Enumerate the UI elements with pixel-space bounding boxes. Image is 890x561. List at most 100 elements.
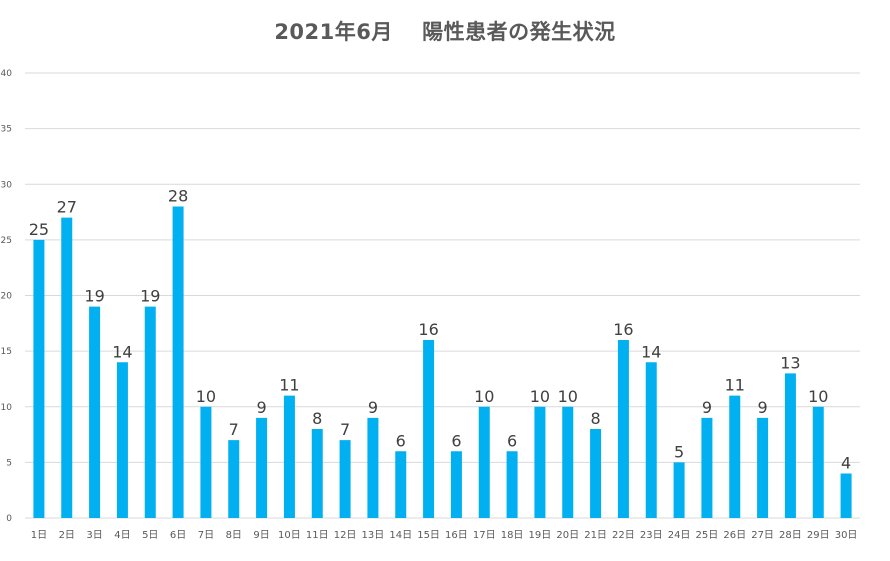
bar — [450, 451, 462, 518]
data-label: 10 — [558, 387, 578, 406]
data-label: 8 — [312, 409, 322, 428]
x-tick-label: 23日 — [640, 530, 663, 541]
data-label: 6 — [451, 431, 461, 450]
gridlines — [25, 72, 860, 519]
x-tick-label: 3日 — [86, 530, 102, 541]
data-label: 25 — [29, 220, 49, 239]
data-label: 10 — [530, 387, 550, 406]
x-tick-label: 2日 — [59, 530, 75, 541]
data-label: 16 — [418, 320, 438, 339]
x-tick-label: 10日 — [278, 530, 301, 541]
bar — [812, 406, 824, 518]
data-label: 19 — [140, 287, 160, 306]
data-label: 4 — [841, 454, 851, 473]
y-tick-label: 5 — [6, 458, 12, 468]
y-tick-label: 35 — [1, 125, 12, 135]
y-tick-label: 0 — [6, 514, 12, 524]
bar — [645, 362, 657, 518]
bar — [590, 429, 602, 518]
y-tick-label: 30 — [1, 180, 13, 190]
bar — [283, 395, 295, 518]
y-tick-label: 25 — [1, 236, 12, 246]
x-tick-label: 1日 — [31, 530, 47, 541]
bar — [200, 406, 212, 518]
data-label: 7 — [229, 420, 239, 439]
x-axis-ticks: 1日 2日 3日 4日 5日 6日 7日 8日 9日 10日 11日 12日 13日 14日 15日 16日 1… — [31, 530, 858, 541]
data-label: 8 — [590, 409, 600, 428]
y-axis-ticks: 0 5 10 15 20 25 30 35 40 — [1, 69, 13, 524]
data-label: 13 — [780, 353, 800, 372]
x-tick-label: 20日 — [556, 530, 579, 541]
bar — [617, 340, 629, 518]
bar — [311, 429, 323, 518]
bars — [33, 206, 852, 518]
x-tick-label: 19日 — [529, 530, 552, 541]
data-label: 14 — [641, 342, 661, 361]
x-tick-label: 29日 — [807, 530, 830, 541]
data-label: 11 — [279, 376, 299, 395]
x-tick-label: 11日 — [306, 530, 329, 541]
bar — [367, 417, 379, 518]
x-tick-label: 15日 — [417, 530, 440, 541]
data-label: 6 — [396, 431, 406, 450]
data-label: 9 — [368, 398, 378, 417]
x-tick-label: 22日 — [612, 530, 635, 541]
x-tick-label: 6日 — [170, 530, 186, 541]
bar — [395, 451, 407, 518]
bar — [701, 417, 713, 518]
data-label: 11 — [725, 376, 745, 395]
bar — [89, 306, 101, 518]
data-label: 7 — [340, 420, 350, 439]
x-tick-label: 18日 — [501, 530, 524, 541]
bar — [506, 451, 518, 518]
x-tick-label: 5日 — [142, 530, 158, 541]
x-tick-label: 16日 — [445, 530, 468, 541]
bar — [840, 473, 852, 518]
x-tick-label: 13日 — [362, 530, 385, 541]
x-tick-label: 27日 — [751, 530, 774, 541]
bar — [784, 373, 796, 518]
bar — [144, 306, 156, 518]
x-tick-label: 17日 — [473, 530, 496, 541]
x-tick-label: 12日 — [334, 530, 357, 541]
x-tick-label: 8日 — [226, 530, 242, 541]
data-label: 10 — [808, 387, 828, 406]
x-tick-label: 9日 — [253, 530, 269, 541]
bar — [562, 406, 574, 518]
x-tick-label: 24日 — [668, 530, 691, 541]
bar — [172, 206, 184, 518]
bar — [729, 395, 741, 518]
x-tick-label: 7日 — [198, 530, 214, 541]
bar — [534, 406, 546, 518]
y-tick-label: 15 — [1, 347, 12, 357]
data-label: 9 — [702, 398, 712, 417]
x-tick-label: 26日 — [723, 530, 746, 541]
data-label: 5 — [674, 442, 684, 461]
bar — [228, 440, 240, 518]
y-tick-label: 20 — [1, 292, 13, 302]
data-label: 9 — [256, 398, 266, 417]
x-tick-label: 21日 — [584, 530, 607, 541]
data-label: 9 — [757, 398, 767, 417]
bar — [423, 340, 435, 518]
bar — [116, 362, 128, 518]
bar — [478, 406, 490, 518]
bar — [757, 417, 769, 518]
data-label: 16 — [613, 320, 633, 339]
x-tick-label: 30日 — [835, 530, 858, 541]
data-label: 27 — [57, 198, 77, 217]
x-tick-label: 28日 — [779, 530, 802, 541]
bar — [673, 462, 685, 518]
data-label: 6 — [507, 431, 517, 450]
y-tick-label: 10 — [1, 403, 13, 413]
data-label: 19 — [84, 287, 104, 306]
bar — [61, 217, 73, 518]
x-tick-label: 25日 — [696, 530, 719, 541]
data-label: 10 — [474, 387, 494, 406]
x-tick-label: 14日 — [389, 530, 412, 541]
chart-title: 2021年6月 陽性患者の発生状況 — [274, 20, 616, 44]
data-label: 10 — [196, 387, 216, 406]
x-tick-label: 4日 — [114, 530, 130, 541]
